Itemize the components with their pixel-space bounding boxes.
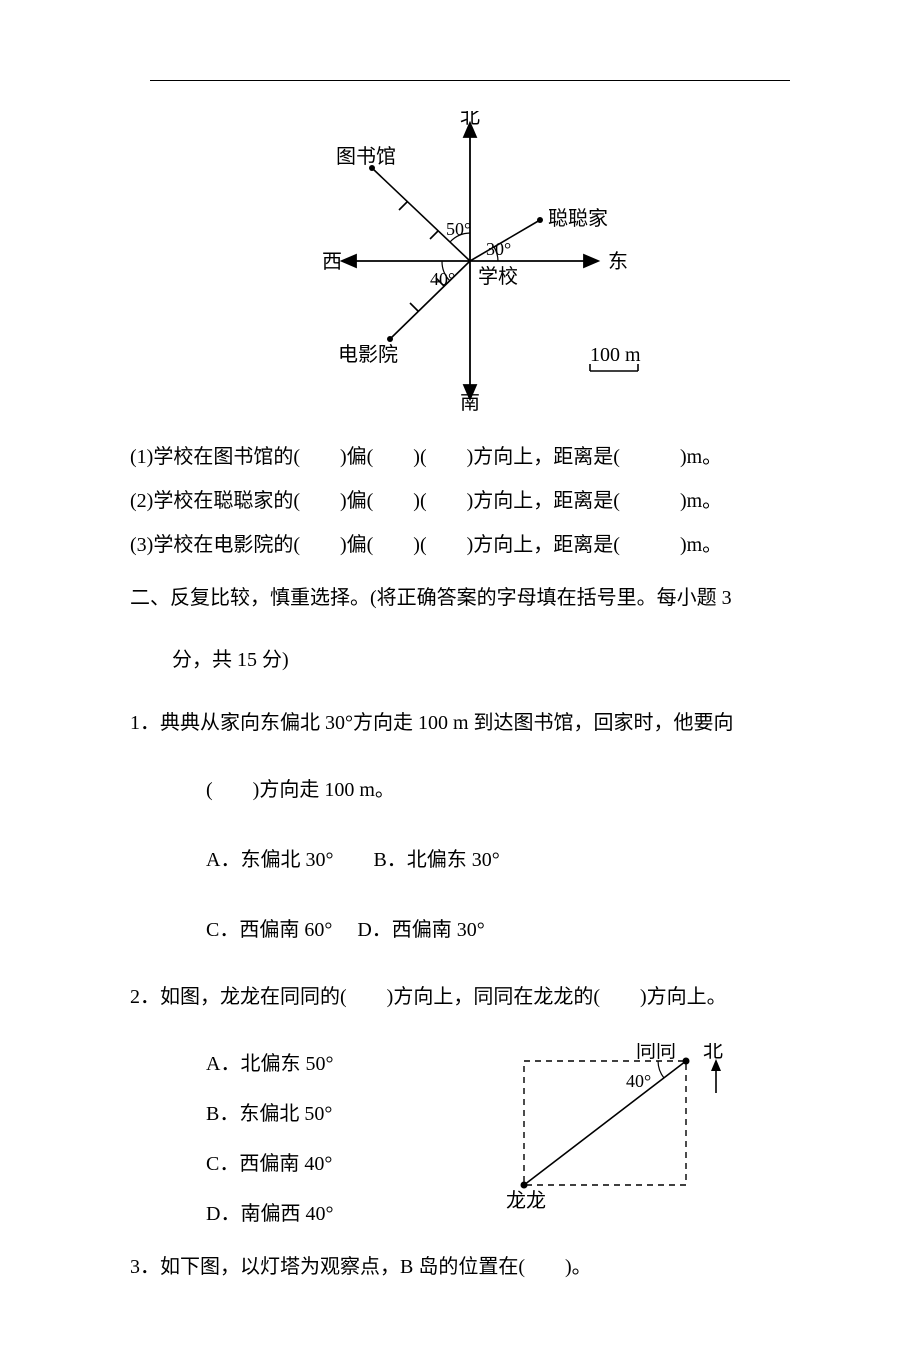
fig1-scale: 100 m xyxy=(590,344,641,366)
fig1-east: 东 xyxy=(608,250,628,273)
q2-longlong: 龙龙 xyxy=(506,1189,546,1212)
q2-figure: 同同 北 龙龙 40° xyxy=(496,1039,736,1213)
fig1-library: 图书馆 xyxy=(336,145,396,168)
fill-q2: (2)学校在聪聪家的( )偏( )( )方向上，距离是( )m。 xyxy=(130,479,810,523)
q2-optD: D．南偏西 40° xyxy=(206,1189,466,1239)
fig1-north: 北 xyxy=(460,111,480,128)
q2-block: A．北偏东 50° B．东偏北 50° C．西偏南 40° D．南偏西 40° xyxy=(130,1039,810,1239)
q2-optB: B．东偏北 50° xyxy=(206,1089,466,1139)
fill-q3: (3)学校在电影院的( )偏( )( )方向上，距离是( )m。 xyxy=(130,523,810,567)
fig1-south: 南 xyxy=(460,391,480,411)
q1-optD: D．西偏南 30° xyxy=(357,919,484,941)
top-rule xyxy=(150,80,790,81)
fig1-cinema: 电影院 xyxy=(338,343,398,366)
fig1-angle-nw: 50° xyxy=(446,219,471,239)
figure1-svg: 北 南 东 西 学校 图书馆 电影院 聪聪家 100 m 50° 30° 40° xyxy=(260,111,680,411)
q2-optA: A．北偏东 50° xyxy=(206,1039,466,1089)
fig1-west: 西 xyxy=(322,251,342,273)
fig1-angle-sw: 40° xyxy=(430,269,455,289)
q1-optC: C．西偏南 60° xyxy=(206,919,332,941)
q3-stem: 3．如下图，以灯塔为观察点，B 岛的位置在( )。 xyxy=(130,1245,810,1289)
q2-tongtong: 同同 xyxy=(636,1043,676,1062)
q2-stem: 2．如图，龙龙在同同的( )方向上，同同在龙龙的( )方向上。 xyxy=(130,975,810,1019)
q2-north: 北 xyxy=(703,1043,723,1062)
q1-stem: 1．典典从家向东偏北 30°方向走 100 m 到达图书馆，回家时，他要向 xyxy=(130,701,810,745)
fill-q1: (1)学校在图书馆的( )偏( )( )方向上，距离是( )m。 xyxy=(130,435,810,479)
q1-optB: B．北偏东 30° xyxy=(373,849,499,871)
section2-heading-cont: 分，共 15 分) xyxy=(130,639,810,681)
fig1-conghome: 聪聪家 xyxy=(548,207,608,230)
q2-optC: C．西偏南 40° xyxy=(206,1139,466,1189)
q2-angle: 40° xyxy=(626,1071,651,1091)
fig1-angle-ne: 30° xyxy=(486,239,511,259)
q2-options: A．北偏东 50° B．东偏北 50° C．西偏南 40° D．南偏西 40° xyxy=(206,1039,466,1239)
page: 北 南 东 西 学校 图书馆 电影院 聪聪家 100 m 50° 30° 40°… xyxy=(0,0,920,1369)
q1-stem-cont: ( )方向走 100 m。 xyxy=(130,765,810,815)
figure1-wrap: 北 南 东 西 学校 图书馆 电影院 聪聪家 100 m 50° 30° 40° xyxy=(130,111,810,411)
section2-heading: 二、反复比较，慎重选择。(将正确答案的字母填在括号里。每小题 3 xyxy=(130,577,810,619)
fig1-school: 学校 xyxy=(478,265,518,288)
q1-optA: A．东偏北 30° xyxy=(206,849,333,871)
